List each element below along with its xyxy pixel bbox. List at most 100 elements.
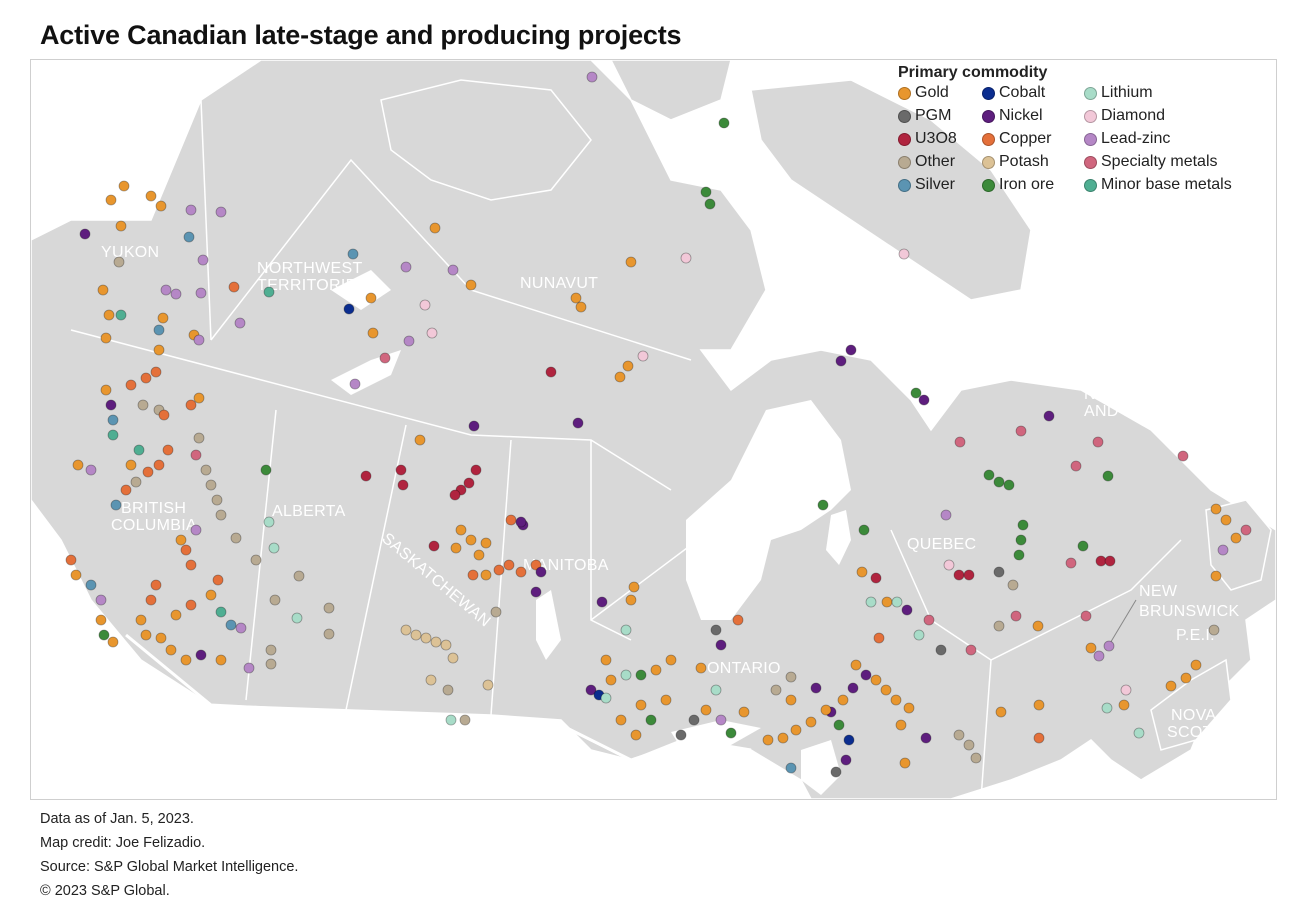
project-marker[interactable] <box>323 628 335 640</box>
project-marker[interactable] <box>963 739 975 751</box>
project-marker[interactable] <box>347 248 359 260</box>
project-marker[interactable] <box>1210 503 1222 515</box>
project-marker[interactable] <box>1033 699 1045 711</box>
project-marker[interactable] <box>65 554 77 566</box>
project-marker[interactable] <box>260 464 272 476</box>
project-marker[interactable] <box>899 757 911 769</box>
project-marker[interactable] <box>175 534 187 546</box>
project-marker[interactable] <box>983 469 995 481</box>
project-marker[interactable] <box>515 566 527 578</box>
project-marker[interactable] <box>193 334 205 346</box>
project-marker[interactable] <box>100 332 112 344</box>
project-marker[interactable] <box>265 644 277 656</box>
canada-map[interactable]: YUKON NORTHWEST TERRITORIES NUNAVUT BRIT… <box>31 60 1276 799</box>
project-marker[interactable] <box>103 309 115 321</box>
project-marker[interactable] <box>113 256 125 268</box>
project-marker[interactable] <box>107 429 119 441</box>
project-marker[interactable] <box>881 596 893 608</box>
project-marker[interactable] <box>865 596 877 608</box>
project-marker[interactable] <box>465 534 477 546</box>
project-marker[interactable] <box>165 644 177 656</box>
project-marker[interactable] <box>605 674 617 686</box>
project-marker[interactable] <box>993 566 1005 578</box>
project-marker[interactable] <box>365 292 377 304</box>
project-marker[interactable] <box>269 594 281 606</box>
project-marker[interactable] <box>903 702 915 714</box>
project-marker[interactable] <box>400 624 412 636</box>
project-marker[interactable] <box>710 684 722 696</box>
project-marker[interactable] <box>291 612 303 624</box>
project-marker[interactable] <box>1133 727 1145 739</box>
project-marker[interactable] <box>1033 732 1045 744</box>
project-marker[interactable] <box>455 524 467 536</box>
project-marker[interactable] <box>190 524 202 536</box>
project-marker[interactable] <box>710 624 722 636</box>
project-marker[interactable] <box>157 312 169 324</box>
project-marker[interactable] <box>918 394 930 406</box>
project-marker[interactable] <box>153 459 165 471</box>
project-marker[interactable] <box>397 479 409 491</box>
project-marker[interactable] <box>153 324 165 336</box>
project-marker[interactable] <box>480 537 492 549</box>
project-marker[interactable] <box>442 684 454 696</box>
project-marker[interactable] <box>993 476 1005 488</box>
project-marker[interactable] <box>79 228 91 240</box>
project-marker[interactable] <box>762 734 774 746</box>
project-marker[interactable] <box>535 566 547 578</box>
project-marker[interactable] <box>470 464 482 476</box>
project-marker[interactable] <box>625 256 637 268</box>
project-marker[interactable] <box>777 732 789 744</box>
project-marker[interactable] <box>1101 702 1113 714</box>
project-marker[interactable] <box>1120 684 1132 696</box>
project-marker[interactable] <box>615 714 627 726</box>
project-marker[interactable] <box>1220 514 1232 526</box>
project-marker[interactable] <box>268 542 280 554</box>
project-marker[interactable] <box>145 594 157 606</box>
project-marker[interactable] <box>447 652 459 664</box>
project-marker[interactable] <box>695 662 707 674</box>
project-marker[interactable] <box>395 464 407 476</box>
project-marker[interactable] <box>614 371 626 383</box>
project-marker[interactable] <box>645 714 657 726</box>
project-marker[interactable] <box>170 609 182 621</box>
project-marker[interactable] <box>468 420 480 432</box>
project-marker[interactable] <box>490 606 502 618</box>
project-marker[interactable] <box>572 417 584 429</box>
project-marker[interactable] <box>913 629 925 641</box>
project-marker[interactable] <box>265 658 277 670</box>
project-marker[interactable] <box>1095 555 1107 567</box>
project-marker[interactable] <box>459 714 471 726</box>
project-marker[interactable] <box>440 639 452 651</box>
project-marker[interactable] <box>180 654 192 666</box>
project-marker[interactable] <box>125 459 137 471</box>
project-marker[interactable] <box>193 432 205 444</box>
project-marker[interactable] <box>428 540 440 552</box>
project-marker[interactable] <box>125 379 137 391</box>
project-marker[interactable] <box>1093 650 1105 662</box>
project-marker[interactable] <box>963 569 975 581</box>
project-marker[interactable] <box>953 569 965 581</box>
project-marker[interactable] <box>263 286 275 298</box>
project-marker[interactable] <box>810 682 822 694</box>
project-marker[interactable] <box>1017 519 1029 531</box>
project-marker[interactable] <box>215 206 227 218</box>
project-marker[interactable] <box>414 434 426 446</box>
project-marker[interactable] <box>575 301 587 313</box>
project-marker[interactable] <box>1065 557 1077 569</box>
project-marker[interactable] <box>718 117 730 129</box>
project-marker[interactable] <box>1103 640 1115 652</box>
project-marker[interactable] <box>1085 642 1097 654</box>
project-marker[interactable] <box>137 399 149 411</box>
project-marker[interactable] <box>805 716 817 728</box>
project-marker[interactable] <box>843 734 855 746</box>
project-marker[interactable] <box>650 664 662 676</box>
project-marker[interactable] <box>600 654 612 666</box>
project-marker[interactable] <box>185 204 197 216</box>
project-marker[interactable] <box>197 254 209 266</box>
project-marker[interactable] <box>620 669 632 681</box>
project-marker[interactable] <box>85 464 97 476</box>
project-marker[interactable] <box>193 392 205 404</box>
project-marker[interactable] <box>530 559 542 571</box>
project-marker[interactable] <box>835 355 847 367</box>
project-marker[interactable] <box>790 724 802 736</box>
